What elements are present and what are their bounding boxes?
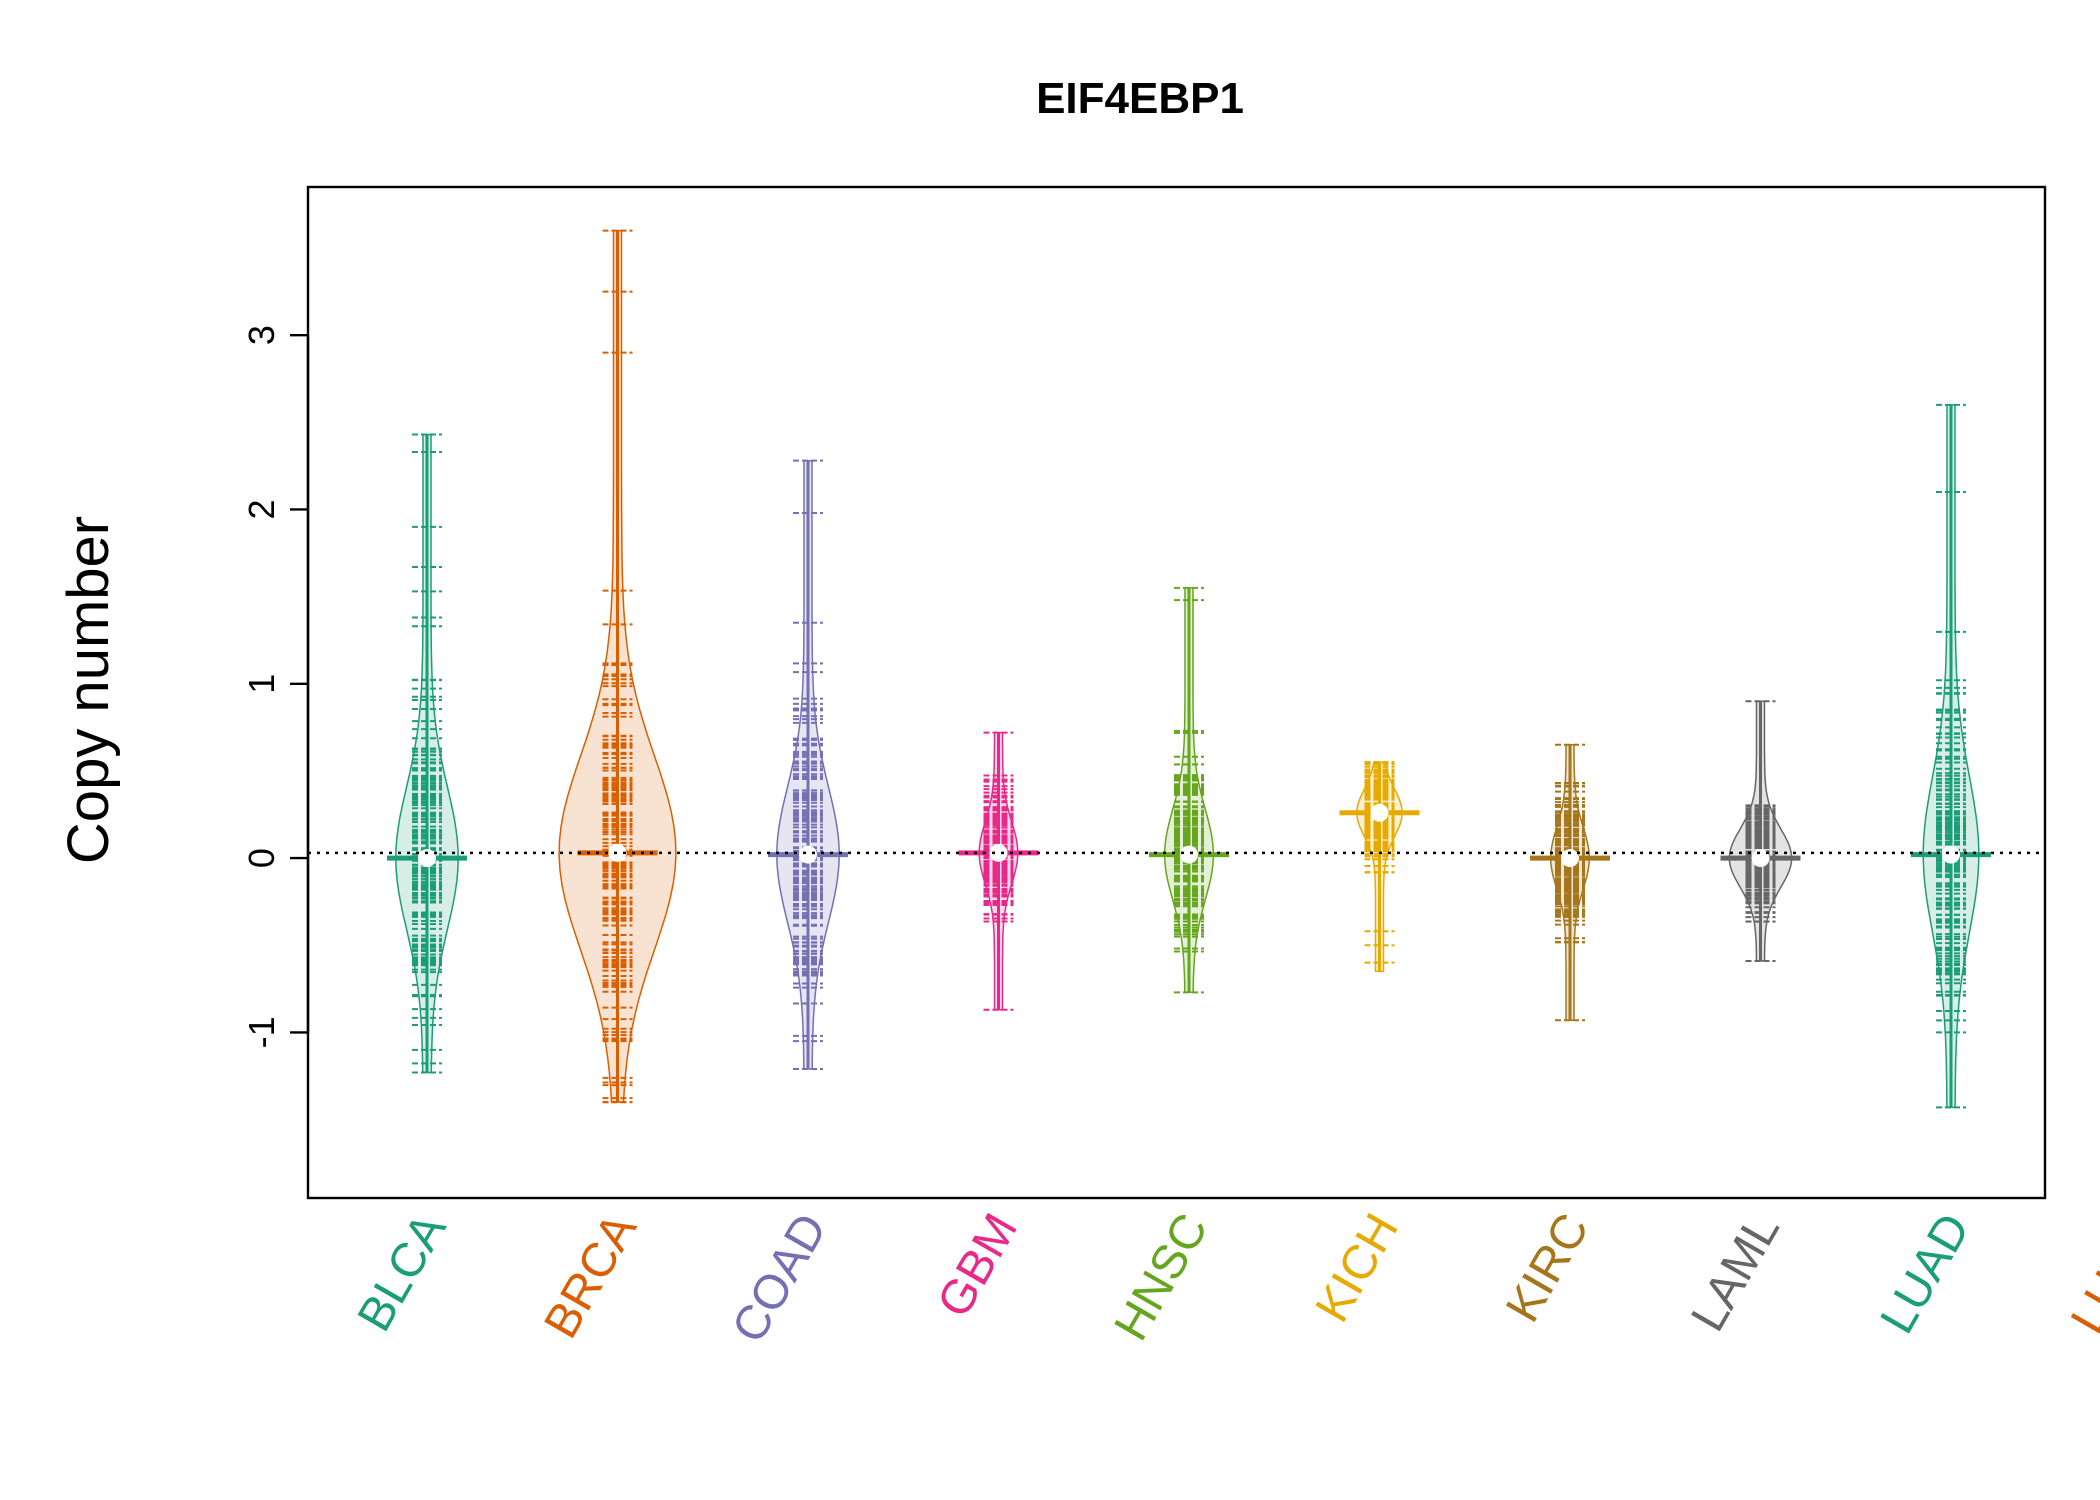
y-tick-label: 1	[241, 674, 282, 694]
bean-kirc	[1530, 743, 1610, 1022]
bean-coad	[768, 459, 848, 1071]
x-tick-label: BLCA	[348, 1205, 457, 1340]
x-axis-labels: BLCABRCACOADGBMHNSCKICHKIRCLAMLLUADLUSCO…	[348, 1205, 2100, 1352]
bean-brca	[558, 229, 677, 1104]
bean-median-marker	[1370, 803, 1389, 822]
bean-median-marker	[1751, 849, 1770, 868]
bean-blca	[387, 433, 467, 1074]
y-tick-label: 3	[241, 325, 282, 345]
x-tick-label: LUSC	[2061, 1205, 2100, 1342]
y-tick-label: 2	[241, 499, 282, 519]
x-tick-label: LAML	[1681, 1205, 1790, 1340]
y-axis-label: Copy number	[56, 516, 121, 864]
x-tick-label: GBM	[927, 1205, 1028, 1326]
bean-hnsc	[1149, 586, 1229, 994]
beans	[387, 229, 1991, 1109]
bean-laml	[1720, 700, 1801, 962]
x-tick-label: KIRC	[1496, 1205, 1599, 1331]
plot-frame	[306, 185, 2047, 1200]
chart-title: EIF4EBP1	[1036, 74, 1244, 123]
bean-luad	[1911, 403, 1991, 1109]
y-axis: -1 0 1 2 3	[241, 325, 310, 1048]
x-tick-label: KICH	[1306, 1205, 1409, 1331]
bean-gbm	[958, 731, 1039, 1011]
bean-median-marker	[1561, 849, 1579, 868]
y-tick-label: 0	[241, 848, 282, 868]
bean-median-marker	[1942, 845, 1960, 864]
x-tick-label: COAD	[722, 1205, 837, 1352]
bean-median-marker	[989, 843, 1008, 862]
bean-median-marker	[608, 843, 627, 862]
bean-median-marker	[418, 849, 436, 868]
x-tick-label: HNSC	[1105, 1205, 1219, 1349]
bean-median-marker	[799, 845, 817, 864]
x-tick-label: LUAD	[1871, 1205, 1981, 1342]
x-tick-label: BRCA	[534, 1205, 647, 1347]
bean-kich	[1339, 761, 1420, 973]
bean-median-marker	[1180, 845, 1198, 864]
y-tick-label: -1	[241, 1016, 282, 1048]
